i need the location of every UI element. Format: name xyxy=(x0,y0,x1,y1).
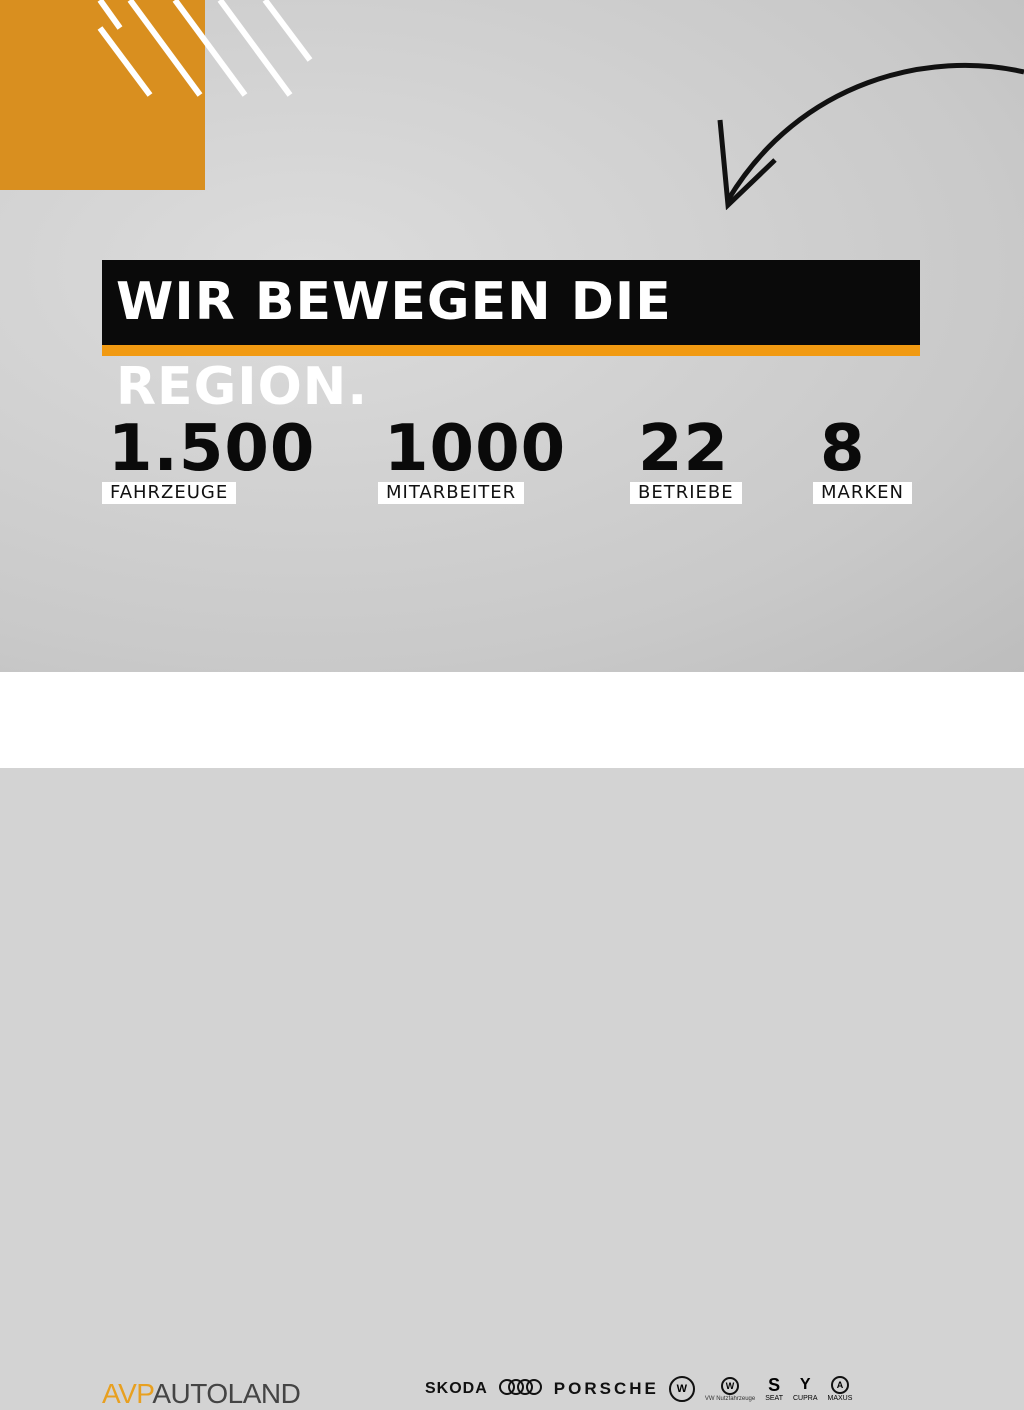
curved-arrow-icon xyxy=(717,62,1024,210)
stat-value: 22 xyxy=(638,412,730,486)
logo-avp: AVP xyxy=(102,1378,153,1409)
brand-porsche[interactable]: PORSCHE xyxy=(553,1379,659,1398)
stat-value: 1000 xyxy=(384,412,567,486)
brand-seat[interactable]: S SEAT xyxy=(765,1376,783,1402)
stat-employees: 1000 MITARBEITER xyxy=(378,412,567,504)
maxus-icon: A xyxy=(830,1376,849,1394)
brand-vw-commercial-label: VW Nutzfahrzeuge xyxy=(704,1395,756,1402)
cupra-icon: Y xyxy=(799,1376,811,1393)
hero-background: WIR BEWEGEN DIE REGION. 1.500 FAHRZEUGE … xyxy=(0,0,1024,672)
brand-maxus[interactable]: A MAXUS xyxy=(827,1376,853,1402)
brand-audi-rings-icon[interactable] xyxy=(498,1378,544,1401)
avp-autoland-logo[interactable]: AVPAUTOLAND xyxy=(102,1378,301,1410)
brand-cupra-label: CUPRA xyxy=(792,1395,818,1402)
stat-label: FAHRZEUGE xyxy=(102,482,237,504)
seat-icon: S xyxy=(768,1375,781,1395)
stat-locations: 22 BETRIEBE xyxy=(630,412,742,504)
stat-label: MARKEN xyxy=(813,482,912,504)
footer: AVPAUTOLAND SKODA PORSCHE W W VW Nutzfahr… xyxy=(0,672,1024,1409)
brand-skoda[interactable]: SKODA xyxy=(425,1380,488,1397)
stat-value: 1.500 xyxy=(108,412,316,486)
stat-label: BETRIEBE xyxy=(630,482,742,504)
brand-maxus-label: MAXUS xyxy=(827,1395,853,1402)
brand-cupra[interactable]: Y CUPRA xyxy=(793,1376,818,1402)
stat-label: MITARBEITER xyxy=(378,482,525,504)
diagonal-stripes-decoration xyxy=(97,0,313,97)
logo-autoland: AUTOLAND xyxy=(152,1378,301,1409)
brand-seat-label: SEAT xyxy=(765,1395,783,1402)
headline-underline xyxy=(102,345,920,356)
headline: WIR BEWEGEN DIE REGION. xyxy=(102,260,920,417)
stat-vehicles: 1.500 FAHRZEUGE xyxy=(102,412,316,504)
brand-logos: SKODA PORSCHE W W VW Nutzfahrzeuge S SEAT … xyxy=(425,1376,852,1402)
stat-brands: 8 MARKEN xyxy=(813,412,912,504)
brand-vw-commercial[interactable]: W VW Nutzfahrzeuge xyxy=(704,1376,756,1402)
vw-commercial-icon: W xyxy=(721,1376,740,1395)
brand-vw-icon[interactable]: W xyxy=(668,1376,695,1402)
stat-value: 8 xyxy=(820,412,866,486)
